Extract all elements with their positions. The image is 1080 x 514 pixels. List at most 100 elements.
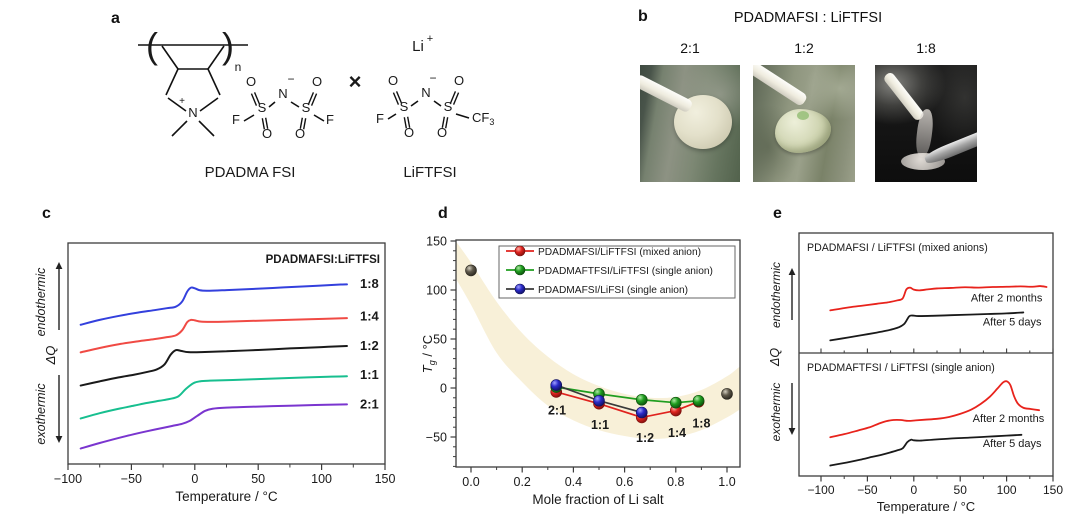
photo-sample-1-2: [753, 65, 855, 182]
x-tick-label: 0: [191, 472, 198, 486]
double-bond: [452, 92, 460, 105]
dsc-curve-1:1: [79, 375, 348, 420]
bond: [387, 113, 397, 120]
double-bond: [299, 117, 304, 129]
gel-highlight: [797, 111, 809, 120]
panel-e-label: e: [773, 205, 782, 222]
liftfsi-name: LiFTFSI: [403, 164, 456, 181]
data-point-marker: [635, 406, 648, 419]
atom-label: O: [454, 73, 464, 88]
dsc-curve-1:8: [79, 283, 348, 326]
x-tick-label: 150: [1043, 483, 1063, 497]
x-tick-label: 0.4: [565, 475, 582, 489]
ratio-point-label-1:2: 1:2: [636, 431, 654, 445]
curve-label-2:1: 2:1: [360, 396, 379, 411]
dsc-curve-after-5-days: [829, 433, 1023, 467]
curve-label: After 2 months: [971, 292, 1043, 304]
panel-e-aging-dsc-chart: −100 −50 0 50 100 150 Temperature / °C endother…: [768, 232, 1063, 514]
double-bond: [264, 117, 269, 129]
in-plot-annotation: PDADMAFSI:LiFTFSI: [266, 254, 380, 266]
x-tick-label: −100: [807, 483, 834, 497]
x-tick-label: 1.0: [718, 475, 735, 489]
x-tick-label: 0: [910, 483, 917, 497]
atom-label: O: [312, 74, 322, 89]
atom-label: O: [295, 126, 305, 141]
atom-label: F: [376, 111, 384, 126]
bond: [455, 113, 470, 119]
data-point-marker: [692, 394, 705, 407]
y-axis-title: ΔQ: [768, 348, 782, 367]
atom-label: F: [232, 112, 240, 127]
double-bond: [307, 92, 315, 105]
bond: [167, 97, 187, 112]
double-bond: [310, 93, 318, 106]
double-bond: [261, 118, 266, 130]
legend-label: PDADMAFSI/LiFSI (single anion): [538, 285, 688, 296]
dsc-curve-after-2-months: [829, 285, 1048, 312]
ring-nitrogen: N: [188, 105, 197, 120]
endothermic-label: endothermic: [769, 262, 783, 328]
x-tick-label: 100: [311, 472, 332, 486]
double-bond: [403, 117, 408, 129]
x-tick-label: 0.6: [616, 475, 633, 489]
stir-rod: [753, 65, 809, 107]
data-point-marker: [670, 396, 682, 409]
photo-sample-2-1: [640, 65, 740, 182]
curve-label-1:4: 1:4: [360, 308, 380, 323]
ftfsi-sulfur: S: [400, 99, 409, 114]
data-point-marker: [593, 394, 605, 407]
x-axis-title: Mole fraction of Li salt: [532, 492, 664, 507]
exothermic-label: exothermic: [769, 383, 783, 442]
x-tick-label: 0.2: [514, 475, 531, 489]
double-bond: [395, 91, 403, 104]
x-tick-label: 50: [954, 483, 968, 497]
panel-d-label: d: [438, 205, 448, 222]
atom-label: O: [404, 125, 414, 140]
fsi-sulfur: S: [258, 100, 267, 115]
data-point-marker: [721, 388, 733, 400]
y-axis-title: ΔQ: [43, 346, 58, 366]
double-bond: [444, 117, 449, 129]
bond: [433, 100, 442, 107]
bond: [243, 114, 255, 122]
x-axis-title: Temperature / °C: [877, 499, 975, 514]
curve-label-1:2: 1:2: [360, 338, 379, 353]
minus-charge: −: [429, 71, 436, 85]
arrowhead: [788, 268, 796, 275]
dsc-curve-1:2: [79, 344, 348, 387]
x-axis-title: Temperature / °C: [175, 489, 277, 504]
exothermic-label: exothermic: [34, 383, 48, 445]
endothermic-label: endothermic: [34, 267, 48, 337]
bond: [268, 101, 276, 108]
repeat-subscript: n: [235, 60, 242, 74]
atom-label: O: [437, 125, 447, 140]
arrowhead: [55, 262, 63, 269]
x-tick-label: −100: [54, 472, 82, 486]
atom-label: F: [326, 112, 334, 127]
plus-charge: +: [179, 96, 185, 107]
x-tick-label: 0.8: [667, 475, 684, 489]
bond: [313, 114, 325, 122]
y-axis-title: Tg / °C: [420, 335, 437, 373]
double-bond: [253, 92, 261, 105]
arrowhead: [788, 428, 796, 435]
legend-label: PDADMAFTFSI/LiFTFSI (single anion): [538, 266, 713, 277]
panel-c-dsc-chart: −100 −50 0 50 100 150 Temperature / °C PDADMAFS…: [34, 242, 395, 504]
subplot-title: PDADMAFSI / LiFTFSI (mixed anions): [807, 242, 988, 254]
data-point-marker: [635, 393, 648, 406]
panel-a-label: a: [111, 10, 120, 27]
ftfsi-nitrogen: N: [421, 85, 430, 100]
plot-frame: [67, 242, 386, 465]
ratio-label-2-1: 2:1: [680, 40, 700, 56]
double-bond: [449, 91, 457, 104]
minus-charge: −: [287, 72, 294, 86]
bond: [199, 97, 219, 112]
bond: [198, 120, 215, 137]
photo-sample-1-8: [875, 65, 977, 182]
curve-label-1:1: 1:1: [360, 367, 379, 382]
panel-b-title: PDADMAFSI : LiFTFSI: [733, 10, 883, 26]
arrowhead: [55, 436, 63, 443]
x-tick-label: −50: [121, 472, 142, 486]
x-tick-label: 50: [251, 472, 265, 486]
